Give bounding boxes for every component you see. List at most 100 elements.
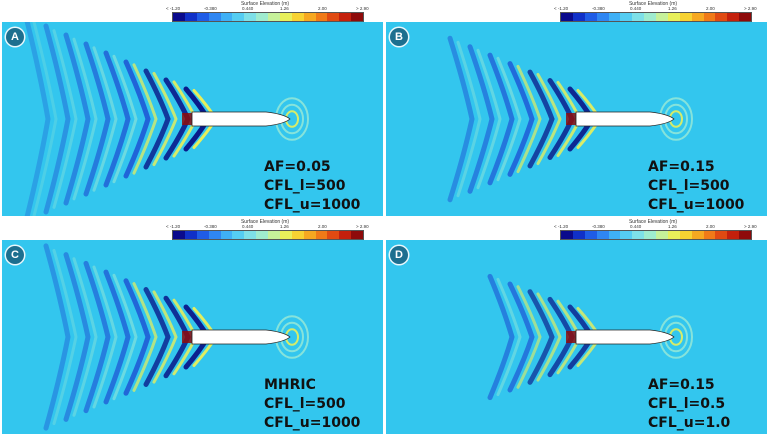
crest-contour [496,277,522,397]
colorbar-swatch [173,13,185,21]
param-line-1: AF=0.05 [264,159,331,175]
colorbar-swatch [208,231,221,239]
colorbar-swatch [727,231,740,239]
colorbar-swatch [327,13,340,21]
colorbar-swatch [632,13,645,21]
panel-b: B AF=0.15 CFL_l=500 CFL_u=1000 [386,22,767,216]
param-line-2: CFL_l=500 [264,396,346,412]
param-line-3: CFL_u=1.0 [648,415,731,431]
crest-contour [132,63,158,175]
ship-hull [191,111,291,127]
crest-contour [456,40,482,198]
crest-contour [32,22,58,216]
trough-contour [43,243,71,431]
panel-letter-badge: B [390,28,408,46]
trough-contour [467,44,495,194]
colorbar-swatch [679,13,692,21]
crest-contour [152,290,178,384]
colorbar-swatch [667,13,680,21]
stern-wake [566,113,578,125]
colorbar-tick-label: 1.26 [280,6,289,11]
colorbar-swatch [315,13,328,21]
trough-contour [103,50,131,188]
colorbar-swatch [620,231,633,239]
colorbar-tick-label: 2.00 [706,6,715,11]
colorbar-swatch [232,231,245,239]
colorbar-swatch [244,13,257,21]
crest-contour [112,273,138,401]
colorbar-tick-label: 1.26 [280,224,289,229]
colorbar-ticks: < -1.20 -0.380 0.440 1.26 2.00 > 2.90 [548,224,758,230]
trough-contour [487,52,515,186]
colorbar-swatch [561,13,573,21]
trough-contour [63,252,91,422]
colorbar-tick-label: < -1.20 [554,224,569,229]
crest-contour [152,71,178,167]
wake-field [447,35,693,203]
crest-contour [112,54,138,184]
colorbar-tick-label: > 2.90 [356,6,369,11]
panel-a: A AF=0.05 CFL_l=500 CFL_u=1000 [2,22,383,216]
stern-wake [182,331,194,343]
simulation-parameters: AF=0.15 CFL_l=0.5 CFL_u=1.0 [648,376,730,433]
colorbar-swatch [173,231,185,239]
param-line-1: AF=0.15 [648,377,715,393]
trough-contour [83,41,111,197]
colorbar-swatch [584,231,597,239]
colorbar-swatch [208,13,221,21]
colorbar-top-right: Surface Elevation (m) < -1.20 -0.380 0.440… [548,1,758,22]
crest-contour [132,282,158,392]
colorbar-strip [172,230,364,240]
colorbar-swatch [703,231,716,239]
trough-contour [83,260,111,414]
trough-contour [527,289,555,385]
wake-field [43,243,309,431]
colorbar-swatch [303,13,316,21]
colorbar-swatch [656,13,668,21]
param-line-2: CFL_l=0.5 [648,396,726,412]
colorbar-swatch [184,13,197,21]
trough-contour [43,23,71,215]
crest-contour [496,56,522,182]
colorbar-tick-label: < -1.20 [166,224,181,229]
crest-contour [536,72,562,166]
simulation-parameters: MHRIC CFL_l=500 CFL_u=1000 [264,376,360,433]
colorbar-swatch [315,231,328,239]
trough-contour [143,68,171,170]
trough-contour [143,287,171,387]
colorbar-tick-label: 0.440 [630,6,642,11]
colorbar-swatch [256,231,268,239]
colorbar-swatch [608,231,621,239]
wake-contours [43,243,309,431]
param-line-1: MHRIC [264,377,316,393]
trough-contour [103,269,131,405]
colorbar-swatch [561,231,573,239]
colorbar-swatch [691,231,704,239]
colorbar-swatch [268,231,280,239]
crest-contour [72,257,98,417]
colorbar-swatch [667,231,680,239]
colorbar-swatch [644,231,656,239]
colorbar-swatch [196,231,209,239]
colorbar-tick-label: 1.26 [668,224,677,229]
param-line-1: AF=0.15 [648,159,715,175]
crest-contour [516,285,542,389]
colorbar-swatch [351,13,363,21]
crest-contour [92,46,118,192]
colorbar-swatch [351,231,363,239]
colorbar-swatch [596,231,609,239]
colorbar-swatch [291,13,304,21]
colorbar-swatch [196,13,209,21]
colorbar-top-left: Surface Elevation (m) < -1.20 -0.380 0.440… [160,1,370,22]
colorbar-ticks: < -1.20 -0.380 0.440 1.26 2.00 > 2.90 [548,6,758,12]
panel-c: C MHRIC CFL_l=500 CFL_u=1000 [2,240,383,434]
colorbar-ticks: < -1.20 -0.380 0.440 1.26 2.00 > 2.90 [160,224,370,230]
colorbar-title: Surface Elevation (m) [240,219,290,225]
colorbar-swatch [220,13,233,21]
colorbar-swatch [608,13,621,21]
colorbar-swatch [679,231,692,239]
colorbar-swatch [256,13,268,21]
colorbar-ticks: < -1.20 -0.380 0.440 1.26 2.00 > 2.90 [160,6,370,12]
colorbar-swatch [739,231,751,239]
colorbar-swatch [279,231,292,239]
